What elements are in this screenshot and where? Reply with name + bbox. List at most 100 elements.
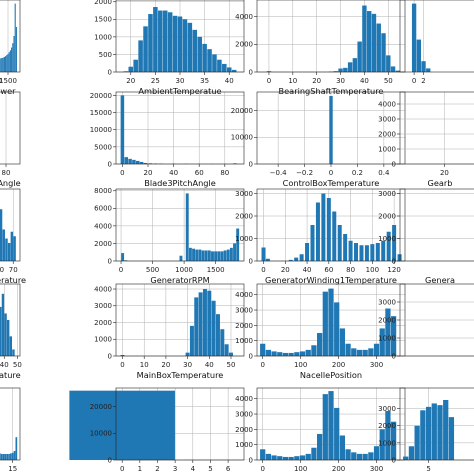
histogram-bar: [328, 288, 334, 356]
histogram-bar: [215, 314, 220, 356]
y-tick-label: 3000: [235, 410, 253, 418]
axes-frame: [0, 188, 21, 262]
y-tick-label: 4000: [94, 285, 112, 293]
histogram-bar: [425, 406, 432, 460]
histogram-bar: [443, 400, 449, 460]
y-tick-label: 2000: [378, 422, 396, 430]
histogram-bar: [9, 336, 13, 356]
y-tick-label: 1500: [94, 16, 112, 24]
histogram-bar: [0, 209, 3, 261]
y-tick-label: 2000: [235, 426, 253, 434]
x-tick-label: 0: [119, 266, 123, 274]
histogram-bar: [6, 454, 9, 460]
y-tick-label: 20000: [90, 403, 112, 411]
x-tick-label: 80: [346, 266, 355, 274]
y-tick-label: 3000: [378, 298, 396, 306]
histogram-bar: [373, 446, 380, 460]
histogram-bar: [223, 250, 227, 261]
histogram-bar: [3, 56, 5, 72]
histogram-bar: [202, 43, 207, 72]
histogram-bar: [198, 249, 202, 261]
histogram-bar: [226, 249, 230, 261]
histogram-bar: [207, 290, 212, 356]
histogram-bar: [192, 248, 196, 261]
y-tick-label: 0: [108, 160, 112, 168]
histogram-bar: [211, 251, 214, 261]
histogram-bar: [347, 62, 353, 72]
histogram-bar: [403, 456, 409, 460]
histogram-bar: [197, 36, 202, 72]
x-tick-label: 20: [161, 361, 170, 369]
x-tick-label: 120: [387, 266, 400, 274]
histogram-bar: [1, 293, 5, 356]
x-tick-label: 300: [370, 465, 383, 473]
x-tick-label: 2: [155, 465, 159, 473]
histogram-bar: [431, 403, 437, 460]
x-tick-label: 60: [324, 266, 333, 274]
y-tick-label: 0: [108, 68, 112, 76]
histogram-bar: [305, 243, 310, 261]
histogram-bar: [390, 316, 397, 356]
axes-frame: [0, 0, 21, 73]
histogram-bar: [282, 456, 289, 460]
histogram-bar: [6, 55, 8, 72]
subplot-10: 0 500 1000 1500 0 2000 4000 6000 8000 GeneratorRP…: [94, 187, 245, 285]
y-tick-label: 0: [108, 257, 112, 265]
subplot-11: 0 20 40 60 80 100 1200100020003000GeneratorWin…: [235, 188, 406, 285]
y-tick-label: 0: [392, 160, 396, 168]
x-axis-label: BearingShaftTemperature: [279, 86, 384, 96]
histogram-bar: [392, 225, 397, 261]
subplot-18: 0123456010000200001e7TurbineStatus: [69, 387, 290, 473]
y-tick-label: 2000: [94, 0, 112, 6]
x-tick-label: 0: [120, 169, 124, 177]
histogram-bar: [13, 236, 16, 261]
axes-frame: [0, 91, 21, 165]
y-tick-label: 0: [392, 257, 396, 265]
x-tick-label: 60: [195, 169, 204, 177]
x-tick-label: 1000: [0, 77, 2, 85]
histogram-bar: [390, 66, 396, 72]
histogram-bar: [359, 245, 364, 261]
histogram-bar: [224, 344, 229, 356]
x-axis-label: Genera: [425, 275, 455, 285]
histogram-bar: [120, 354, 125, 356]
histogram-bar: [366, 11, 372, 72]
x-tick-label: 35: [200, 77, 209, 85]
y-tick-label: 20000: [231, 107, 253, 115]
x-tick-label: 100: [294, 465, 307, 473]
subplot-13: 304050mperature: [0, 283, 22, 380]
histogram-bar: [373, 343, 380, 356]
y-tick-label: 2000: [378, 212, 396, 220]
histogram-bar: [162, 10, 168, 73]
histogram-bar: [69, 390, 175, 460]
x-tick-label: 20: [126, 77, 135, 85]
subplot-1: 10001500rePower: [0, 0, 21, 96]
histogram-bar: [294, 352, 300, 356]
x-tick-label: 0: [261, 266, 265, 274]
histogram-bar: [220, 251, 224, 261]
histogram-bar: [390, 421, 397, 460]
histogram-bar: [362, 5, 367, 73]
histogram-bar: [7, 54, 9, 72]
y-tick-label: 4000: [235, 13, 253, 21]
histogram-bar: [13, 36, 15, 72]
histogram-bar: [345, 343, 351, 356]
x-axis-label: GeneratorRPM: [150, 275, 209, 285]
y-tick-label: 10000: [231, 134, 253, 142]
histogram-bar: [379, 328, 385, 356]
x-tick-label: 0: [260, 361, 264, 369]
histogram-bar: [212, 54, 217, 72]
histogram-bar: [15, 437, 18, 460]
y-tick-label: 6000: [94, 205, 112, 213]
histogram-bar: [316, 433, 323, 460]
histogram-bar: [7, 243, 11, 261]
histogram-bar: [231, 69, 237, 72]
histogram-bar: [8, 52, 10, 72]
x-tick-label: 0.2: [352, 169, 363, 177]
histogram-bar: [12, 349, 15, 356]
y-tick-label: 4000: [94, 222, 112, 230]
subplot-17: 1015orRPM: [0, 387, 21, 473]
histogram-bar: [188, 247, 192, 261]
histogram-bar: [288, 352, 294, 356]
histogram-bar: [328, 391, 334, 460]
